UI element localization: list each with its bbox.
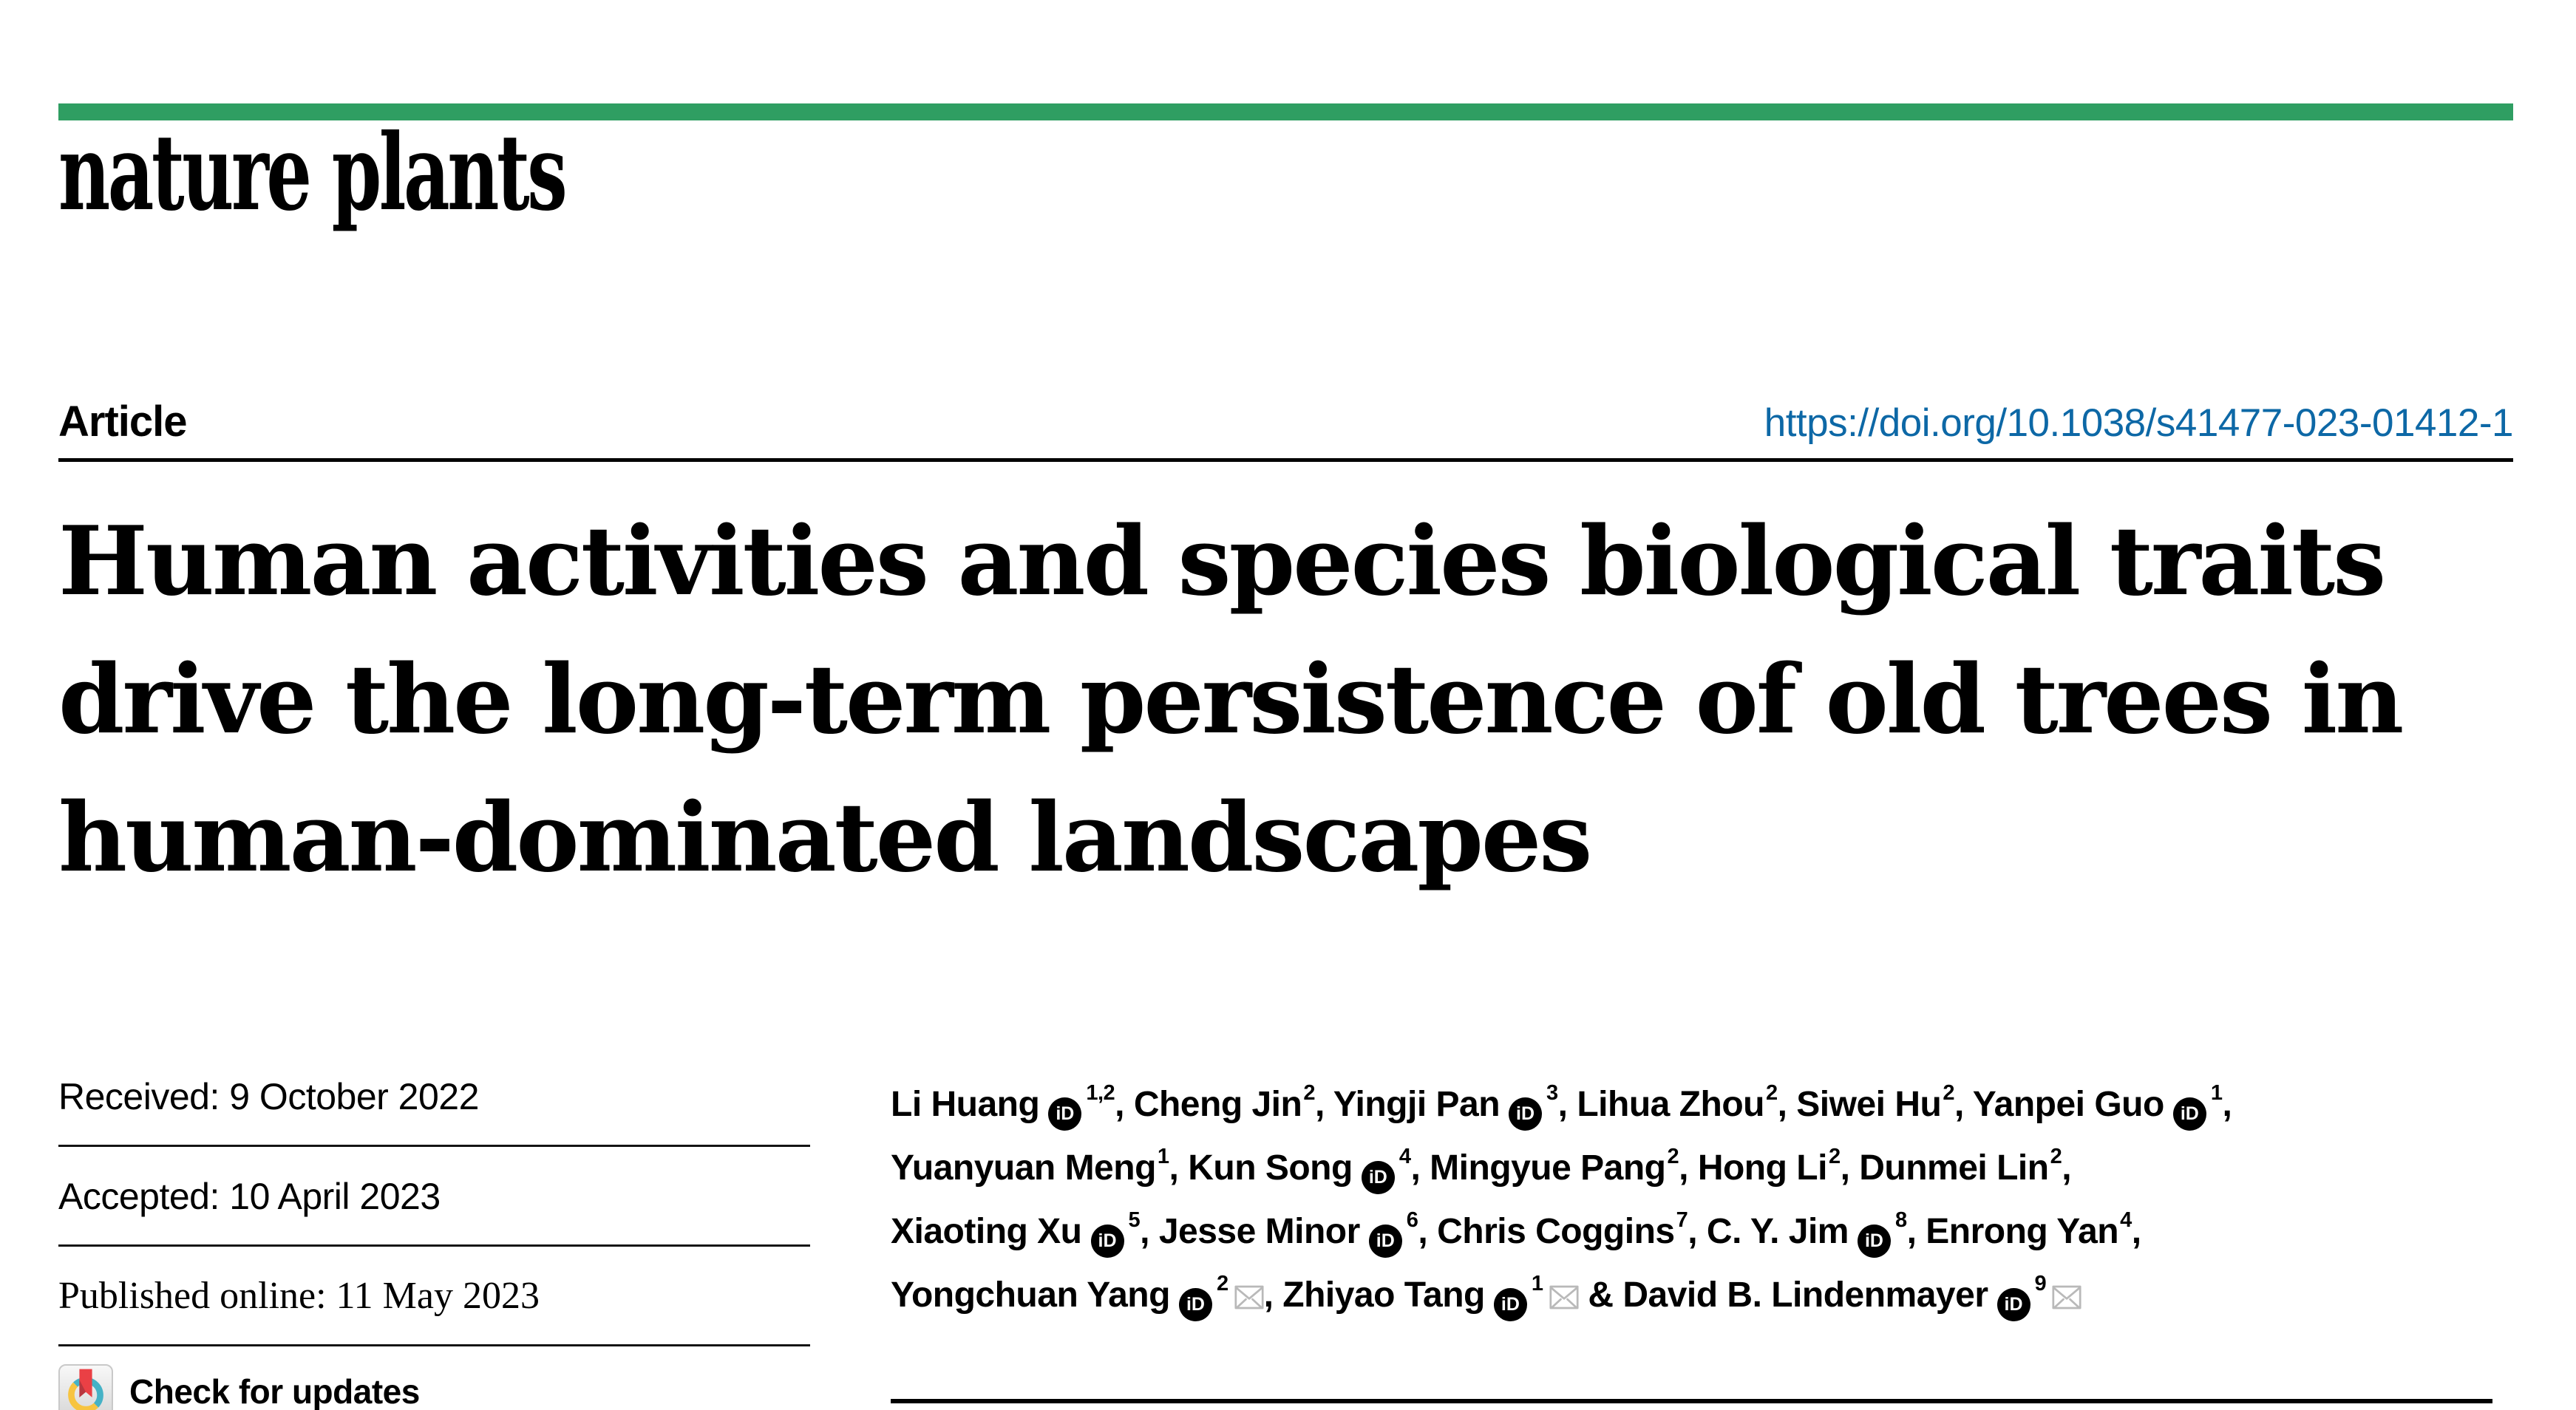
- affiliation-superscript: 2: [1303, 1081, 1315, 1105]
- orcid-icon[interactable]: iD: [1493, 1288, 1527, 1321]
- author-name: ,: [2062, 1148, 2072, 1188]
- orcid-icon[interactable]: iD: [2172, 1097, 2206, 1131]
- orcid-icon[interactable]: iD: [1361, 1161, 1395, 1194]
- author-name: Xiaoting Xu: [891, 1212, 1082, 1251]
- orcid-icon[interactable]: iD: [1857, 1225, 1891, 1258]
- affiliation-superscript: 8: [1894, 1208, 1907, 1232]
- affiliation-superscript: 2: [1828, 1145, 1841, 1168]
- envelope-icon[interactable]: [1234, 1285, 1264, 1309]
- orcid-icon[interactable]: iD: [1048, 1097, 1082, 1131]
- author-name: Li Huang: [891, 1085, 1040, 1124]
- orcid-icon[interactable]: iD: [1178, 1288, 1212, 1321]
- affiliation-superscript: 1: [1531, 1272, 1543, 1295]
- author-name: & David B. Lindenmayer: [1578, 1276, 1988, 1315]
- author-name: , Enrong Yan: [1906, 1212, 2119, 1251]
- author-name: , Zhiyao Tang: [1263, 1276, 1486, 1315]
- author-name: , Dunmei Lin: [1840, 1148, 2050, 1188]
- article-type-label: Article: [58, 398, 188, 446]
- title-line-1: Human activities and species biological …: [58, 506, 2386, 617]
- affiliation-superscript: 7: [1676, 1208, 1688, 1232]
- article-title: Human activities and species biological …: [58, 493, 2513, 907]
- author-name: ,: [2222, 1085, 2232, 1124]
- envelope-icon[interactable]: [1549, 1285, 1579, 1309]
- journal-logo: nature plants: [58, 112, 568, 234]
- masthead-row: Article https://doi.org/10.1038/s41477-0…: [58, 396, 2514, 449]
- author-name: , Cheng Jin: [1115, 1085, 1302, 1124]
- author-line: Yuanyuan Meng1, Kun Song iD4, Mingyue Pan…: [891, 1139, 2513, 1202]
- author-name: Yuanyuan Meng: [891, 1148, 1156, 1188]
- affiliation-superscript: 4: [2120, 1208, 2132, 1232]
- orcid-icon[interactable]: iD: [1090, 1225, 1124, 1258]
- authors-bottom-rule: [891, 1399, 2492, 1403]
- check-for-updates-label: Check for updates: [129, 1372, 420, 1410]
- authors-block: Li Huang iD1,2, Cheng Jin2, Yingji Pan iD3…: [891, 1075, 2513, 1410]
- author-name: , Yanpei Guo: [1954, 1085, 2164, 1124]
- check-for-updates-button[interactable]: Check for updates: [58, 1364, 810, 1410]
- author-name: , Mingyue Pang: [1410, 1148, 1666, 1188]
- orcid-icon[interactable]: iD: [1996, 1288, 2030, 1321]
- envelope-icon[interactable]: [2052, 1285, 2081, 1309]
- author-lines: Li Huang iD1,2, Cheng Jin2, Yingji Pan iD3…: [891, 1075, 2513, 1329]
- affiliation-superscript: 3: [1546, 1081, 1558, 1105]
- author-name: , Yingji Pan: [1314, 1085, 1501, 1124]
- author-line: Yongchuan Yang iD2 , Zhiyao Tang iD1 & Dav…: [891, 1266, 2513, 1329]
- author-name: ,: [2131, 1212, 2141, 1251]
- affiliation-superscript: 4: [1399, 1145, 1411, 1168]
- author-name: , Kun Song: [1169, 1148, 1353, 1188]
- affiliation-superscript: 2: [1216, 1272, 1228, 1295]
- orcid-icon[interactable]: iD: [1509, 1097, 1543, 1131]
- author-line: Li Huang iD1,2, Cheng Jin2, Yingji Pan iD3…: [891, 1075, 2513, 1139]
- doi-link[interactable]: https://doi.org/10.1038/s41477-023-01412…: [1764, 401, 2514, 445]
- affiliation-superscript: 2: [1765, 1081, 1778, 1105]
- journal-brand-bar: [58, 103, 2513, 120]
- author-name: , C. Y. Jim: [1688, 1212, 1849, 1251]
- crossmark-icon: [58, 1364, 113, 1410]
- affiliation-superscript: 2: [1667, 1145, 1679, 1168]
- author-name: , Siwei Hu: [1777, 1085, 1942, 1124]
- article-history: Received: 9 October 2022 Accepted: 10 Ap…: [58, 1075, 810, 1410]
- meta-columns: Received: 9 October 2022 Accepted: 10 Ap…: [58, 1075, 2513, 1410]
- affiliation-superscript: 2: [2050, 1145, 2062, 1168]
- affiliation-superscript: 1,2: [1086, 1081, 1115, 1105]
- author-name: , Jesse Minor: [1140, 1212, 1360, 1251]
- header-rule: [58, 458, 2513, 462]
- author-name: , Hong Li: [1679, 1148, 1827, 1188]
- affiliation-superscript: 6: [1406, 1208, 1418, 1232]
- affiliation-superscript: 2: [1943, 1081, 1954, 1105]
- author-name: , Lihua Zhou: [1557, 1085, 1765, 1124]
- title-line-2: drive the long-term persistence of old t…: [58, 644, 2404, 755]
- author-name: , Chris Coggins: [1418, 1212, 1675, 1251]
- affiliation-superscript: 9: [2034, 1272, 2047, 1295]
- title-line-3: human-dominated landscapes: [58, 783, 1592, 893]
- author-line: Xiaoting Xu iD5, Jesse Minor iD6, Chris Co…: [891, 1202, 2513, 1266]
- published-row: Published online: 11 May 2023: [58, 1275, 810, 1346]
- received-row: Received: 9 October 2022: [58, 1075, 810, 1147]
- author-name: Yongchuan Yang: [891, 1276, 1170, 1315]
- affiliation-superscript: 1: [1157, 1145, 1169, 1168]
- affiliation-superscript: 5: [1128, 1208, 1141, 1232]
- orcid-icon[interactable]: iD: [1368, 1225, 1402, 1258]
- accepted-row: Accepted: 10 April 2023: [58, 1175, 810, 1247]
- affiliation-superscript: 1: [2210, 1081, 2223, 1105]
